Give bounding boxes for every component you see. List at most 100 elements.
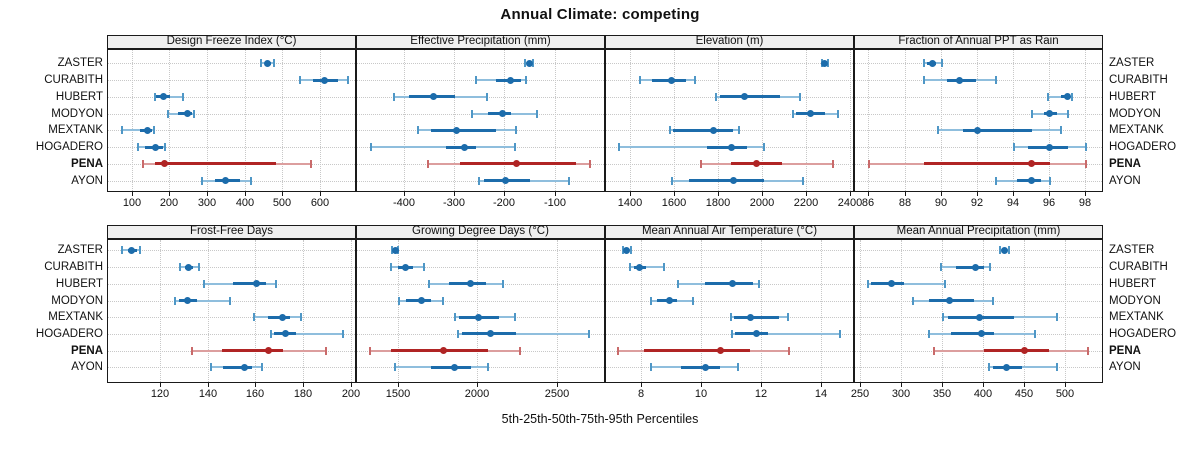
y-gridline <box>108 114 355 115</box>
series-cap-low <box>668 126 671 135</box>
site-label-left-hogadero: HOGADERO <box>35 141 103 154</box>
series-median-dot <box>746 313 754 321</box>
x-axis-tick <box>504 192 505 196</box>
x-gridline <box>718 50 719 191</box>
series-cap-low <box>368 346 371 355</box>
series-median-dot <box>429 93 437 101</box>
series-cap-high <box>163 143 166 152</box>
series-cap-high <box>525 76 528 85</box>
panel-strip: Effective Precipitation (mm) <box>356 35 605 49</box>
y-gridline <box>108 80 355 81</box>
panel-strip: Design Freeze Index (°C) <box>107 35 356 49</box>
x-axis-tick <box>1049 192 1050 196</box>
site-label-left-curabith: CURABITH <box>44 261 103 274</box>
series-cap-low <box>201 176 204 185</box>
series-cap-high <box>788 346 790 355</box>
x-axis-tick-label: 350 <box>932 388 952 400</box>
series-cap-high <box>423 263 426 272</box>
x-gridline <box>255 240 256 382</box>
site-label-left-ayon: AYON <box>71 361 103 374</box>
x-axis-tick <box>1024 383 1025 387</box>
series-cap-high <box>1056 363 1059 372</box>
series-cap-high <box>1084 143 1087 152</box>
series-cap-high <box>197 263 200 272</box>
series-cap-high <box>629 246 632 255</box>
panel-title: Mean Annual Air Temperature (°C) <box>641 225 818 238</box>
x-gridline <box>1049 50 1050 191</box>
y-gridline <box>855 301 1102 302</box>
x-gridline <box>701 240 702 382</box>
x-axis-tick-label: 250 <box>850 388 870 400</box>
series-median-dot <box>391 246 399 254</box>
series-iqr-box <box>391 349 488 353</box>
x-axis-tick-label: 600 <box>310 197 330 209</box>
site-label-left-modyon: MODYON <box>51 107 103 120</box>
series-cap-low <box>927 329 930 338</box>
site-label-left-mextank: MEXTANK <box>48 311 103 324</box>
series-median-dot <box>1001 246 1009 254</box>
x-axis-tick-label: 120 <box>150 388 170 400</box>
series-cap-low <box>390 263 393 272</box>
series-cap-low <box>731 329 733 338</box>
series-median-dot <box>144 126 152 134</box>
series-median-dot <box>636 263 644 271</box>
series-median-dot <box>807 110 815 118</box>
series-cap-high <box>737 363 739 372</box>
x-gridline <box>454 50 455 191</box>
series-cap-low <box>120 126 123 135</box>
series-cap-low <box>369 143 372 152</box>
x-gridline <box>762 50 763 191</box>
x-gridline <box>245 50 246 191</box>
x-axis-tick-label: 2000 <box>749 197 775 209</box>
series-cap-low <box>253 313 256 322</box>
x-axis-tick <box>718 192 719 196</box>
series-cap-low <box>178 263 181 272</box>
series-cap-high <box>989 263 992 272</box>
x-axis-tick <box>850 192 851 196</box>
x-axis-tick <box>821 383 822 387</box>
series-cap-low <box>912 296 915 305</box>
series-iqr-box <box>706 145 748 149</box>
series-median-dot <box>888 280 896 288</box>
site-label-right-curabith: CURABITH <box>1109 74 1168 87</box>
panel-plot <box>356 239 605 383</box>
series-median-dot <box>252 280 260 288</box>
x-gridline <box>630 50 631 191</box>
series-cap-low <box>629 263 631 272</box>
site-label-right-zaster: ZASTER <box>1109 244 1155 257</box>
x-axis-tick <box>398 383 399 387</box>
series-cap-high <box>324 346 327 355</box>
series-cap-high <box>1086 346 1089 355</box>
series-median-dot <box>1003 363 1011 371</box>
x-axis-tick-label: 300 <box>197 197 217 209</box>
series-cap-high <box>786 313 789 322</box>
site-label-right-modyon: MODYON <box>1109 294 1161 307</box>
series-cap-high <box>568 176 571 185</box>
y-gridline <box>606 250 853 251</box>
series-median-dot <box>728 280 736 288</box>
series-cap-low <box>1047 92 1050 101</box>
x-gridline <box>398 240 399 382</box>
x-axis-tick-label: 400 <box>235 197 255 209</box>
site-label-right-hubert: HUBERT <box>1109 277 1157 290</box>
x-axis-tick <box>477 383 478 387</box>
series-iqr-box <box>155 162 277 166</box>
series-iqr-box <box>446 145 477 149</box>
series-median-dot <box>452 126 460 134</box>
series-median-dot <box>622 246 630 254</box>
series-cap-high <box>1056 313 1059 322</box>
series-cap-low <box>202 279 205 288</box>
x-axis-tick <box>282 192 283 196</box>
x-axis-tick-label: 2000 <box>464 388 490 400</box>
x-axis-tick <box>701 383 702 387</box>
x-gridline <box>557 240 558 382</box>
series-cap-low <box>1012 143 1015 152</box>
x-axis-tick-label: 1400 <box>617 197 643 209</box>
series-cap-high <box>802 176 804 185</box>
x-axis-tick <box>1013 192 1014 196</box>
series-cap-high <box>514 313 517 322</box>
series-whisker <box>732 332 840 335</box>
series-iqr-box <box>681 365 720 369</box>
series-whisker <box>370 146 516 149</box>
series-cap-low <box>427 159 430 168</box>
